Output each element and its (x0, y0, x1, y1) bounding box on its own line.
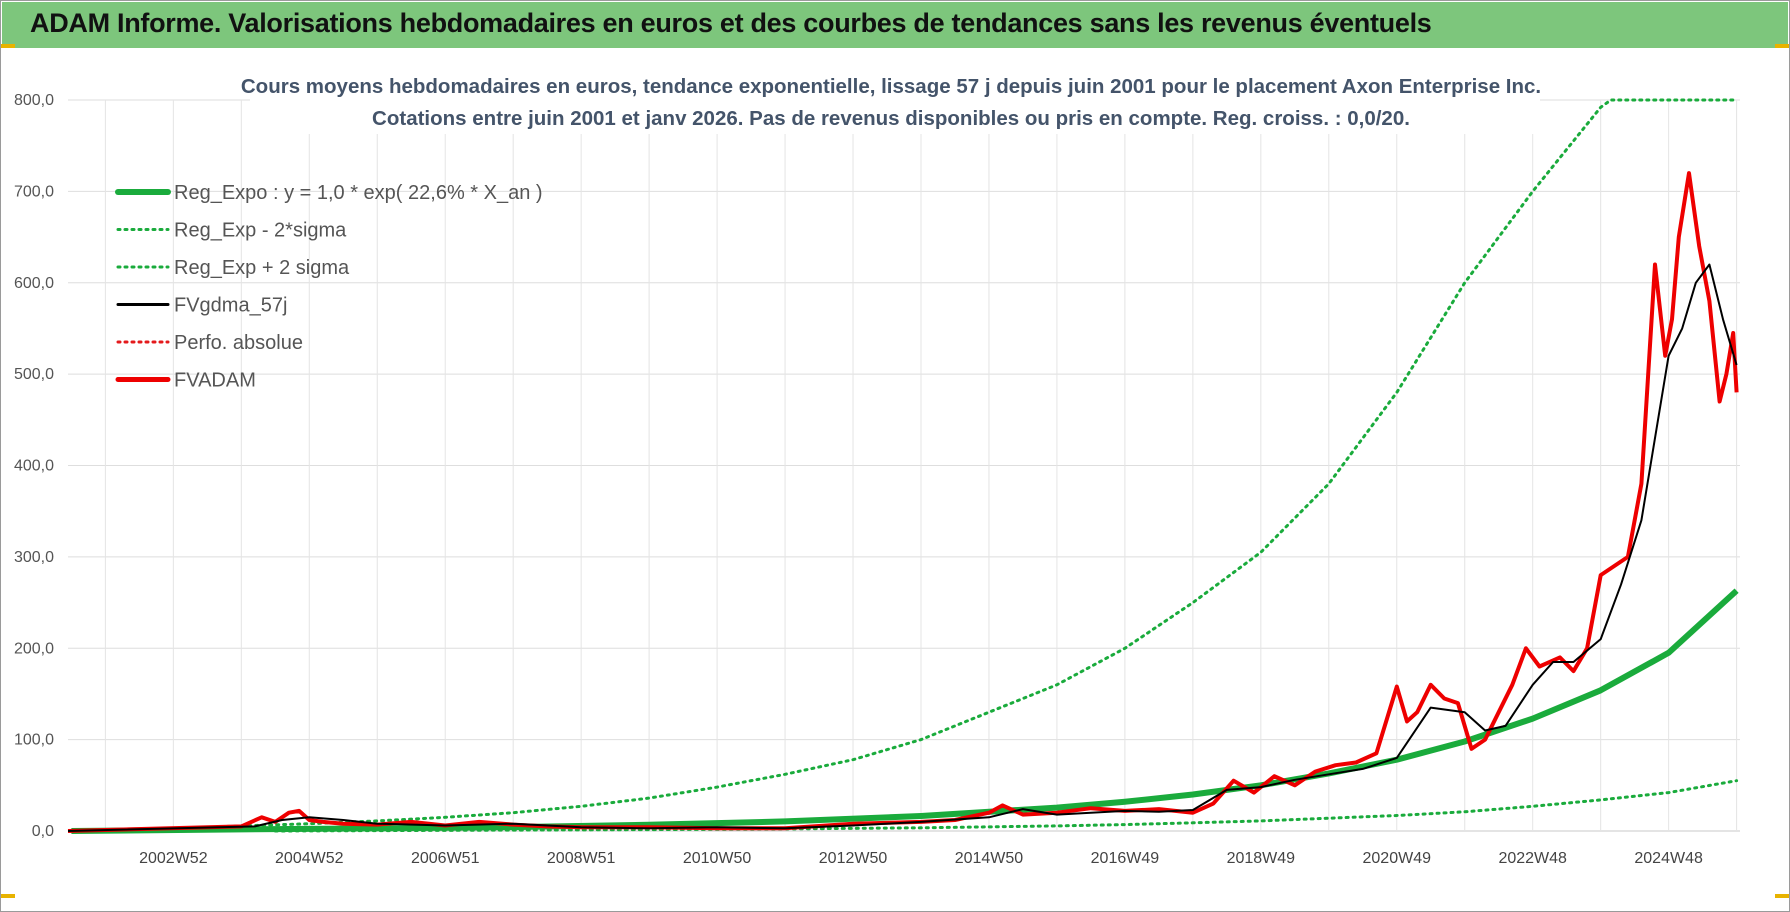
chart-title: Cours moyens hebdomadaires en euros, ten… (241, 75, 1541, 98)
x-tick-label: 2022W48 (1498, 850, 1567, 867)
x-tick-label: 2024W48 (1634, 850, 1703, 867)
chart-subtitle: Cotations entre juin 2001 et janv 2026. … (372, 107, 1410, 130)
x-tick-label: 2012W50 (819, 850, 888, 867)
corner-marker (1775, 44, 1789, 48)
corner-marker (1775, 894, 1789, 898)
series-line-3 (67, 263, 1738, 832)
y-tick-label: 400,0 (14, 458, 54, 475)
legend-label: Reg_Exp + 2 sigma (174, 257, 350, 279)
y-tick-label: 0,0 (32, 823, 54, 840)
series-line-0 (71, 588, 1739, 834)
gridlines (68, 99, 1740, 832)
x-tick-label: 2002W52 (139, 850, 208, 867)
x-tick-label: 2016W49 (1091, 850, 1160, 867)
chart-titles: Cours moyens hebdomadaires en euros, ten… (241, 68, 1541, 134)
title-background (250, 68, 1540, 134)
legend-label: Reg_Expo : y = 1,0 * exp( 22,6% * X_an ) (174, 182, 543, 204)
legend-label: Reg_Exp - 2*sigma (174, 220, 347, 242)
report-title: ADAM Informe. Valorisations hebdomadaire… (30, 8, 1432, 38)
x-tick-label: 2008W51 (547, 850, 616, 867)
legend: Reg_Expo : y = 1,0 * exp( 22,6% * X_an )… (115, 182, 543, 392)
x-tick-label: 2014W50 (955, 850, 1024, 867)
y-tick-label: 100,0 (14, 732, 54, 749)
axes: 0,0 100,0 200,0 300,0 400,0 500,0 600,0 700,0 80… (14, 92, 1703, 867)
series-lines (67, 98, 1739, 834)
corner-marker (1, 44, 15, 48)
x-tick-label: 2010W50 (683, 850, 752, 867)
y-tick-label: 800,0 (14, 92, 54, 109)
x-tick-label: 2020W49 (1363, 850, 1432, 867)
y-tick-label: 500,0 (14, 366, 54, 383)
legend-label: FVgdma_57j (174, 295, 287, 317)
legend-label: Perfo. absolue (174, 332, 303, 354)
corner-marker (1, 894, 15, 898)
y-tick-label: 600,0 (14, 275, 54, 292)
y-tick-label: 300,0 (14, 549, 54, 566)
x-tick-label: 2004W52 (275, 850, 344, 867)
x-tick-label: 2018W49 (1227, 850, 1296, 867)
y-tick-label: 200,0 (14, 640, 54, 657)
legend-label: FVADAM (174, 370, 256, 392)
y-tick-label: 700,0 (14, 183, 54, 200)
header-banner: ADAM Informe. Valorisations hebdomadaire… (2, 2, 1788, 48)
x-tick-label: 2006W51 (411, 850, 480, 867)
